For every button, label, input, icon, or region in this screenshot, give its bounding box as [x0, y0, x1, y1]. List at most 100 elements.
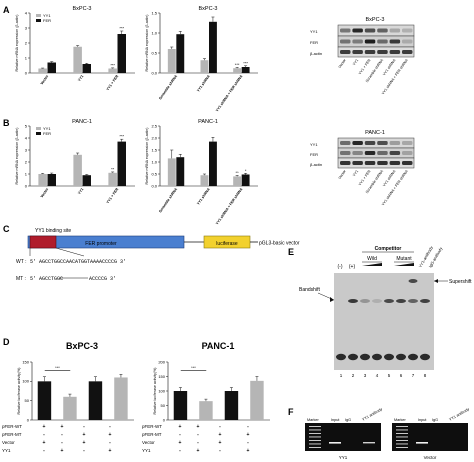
- marker-band: [396, 440, 408, 441]
- bar: [47, 174, 56, 186]
- bar: [167, 158, 176, 186]
- blot-band: [402, 161, 413, 165]
- condition-sign: +: [61, 424, 64, 430]
- blot-band: [340, 161, 351, 165]
- significance-mark: ***: [119, 26, 124, 31]
- marker-band: [309, 443, 321, 445]
- y-tick-label: 0.0: [151, 70, 157, 75]
- bar: [73, 46, 82, 73]
- panel-f-chip: Marker Input IgG YY1 antibody YY1 Marker Inpu…: [305, 407, 470, 460]
- marker-band: [309, 440, 321, 441]
- significance-mark: ***: [235, 62, 240, 67]
- condition-sign: -: [197, 432, 199, 438]
- y-tick-label: 1.5: [151, 10, 157, 15]
- y-tick-label: 1: [25, 171, 28, 176]
- y-tick-label: 0: [163, 417, 166, 422]
- chart-a-bxpc3-knockdown: 0.0 0.5 1.0 1.5 BxPC-3 Relative mRNA expressi…: [145, 6, 258, 113]
- blot-band: [340, 151, 351, 155]
- y-tick-label: 150: [22, 359, 29, 364]
- blot-band: [402, 151, 413, 155]
- chart-d-panc1-luciferase: 0 50 100 150 200 PANC-1 Relative luciferase ac…: [153, 341, 270, 422]
- chip-caption: Vector: [424, 455, 437, 460]
- blot-b-row-yy1: YY1: [310, 142, 318, 147]
- free-probe-band: [420, 353, 430, 361]
- blot-lane-label: YY1 shRNA + FER shRNA: [381, 169, 409, 207]
- blot-a-row-fer: FER: [310, 40, 318, 45]
- condition-sign: -: [83, 448, 85, 454]
- legend-fer: FER: [43, 131, 51, 136]
- mt-sequence-start: 5' AGCCTGGC: [30, 276, 63, 282]
- condition-sign: -: [109, 440, 111, 446]
- bar: [233, 176, 242, 186]
- emsa-lane-number: 1: [340, 373, 343, 378]
- x-tick-label: Scramble shRNA: [158, 187, 178, 214]
- free-probe-band: [348, 353, 358, 361]
- wild-label: Wild: [367, 256, 377, 262]
- marker-band: [396, 447, 408, 448]
- mutant-label: Mutant: [396, 256, 412, 262]
- lane-mark-neg: (-): [338, 264, 343, 270]
- legend-swatch-fer: [36, 132, 41, 135]
- y-tick-label: 1.0: [151, 30, 157, 35]
- legend-fer: FER: [43, 18, 51, 23]
- shift-band: [348, 299, 358, 303]
- vector-label: pGL3-basic vector: [259, 241, 300, 247]
- condition-sign: +: [109, 448, 112, 454]
- shift-band: [372, 299, 382, 303]
- y-tick-label: 1.5: [151, 147, 157, 152]
- chip-lane-label: Marker: [394, 418, 407, 422]
- blot-lane-label: Vector: [338, 58, 348, 69]
- chip-lane-label: IgG: [345, 418, 351, 422]
- y-tick-label: 0: [25, 183, 28, 188]
- x-tick-label: YY1 + FER: [106, 74, 120, 91]
- blot-band: [352, 28, 363, 33]
- free-probe-band: [408, 353, 418, 361]
- blot-band: [364, 141, 376, 145]
- blot-band: [389, 151, 401, 155]
- shift-band: [360, 299, 370, 303]
- competitor-label: Competitor: [375, 246, 402, 252]
- condition-row-label: pFER-WT: [142, 424, 162, 429]
- bar: [199, 401, 213, 420]
- bar: [241, 174, 250, 186]
- chart-title: BxPC-3: [199, 6, 218, 12]
- condition-row-label: YY1: [142, 448, 151, 453]
- bar: [117, 34, 126, 73]
- bar: [176, 34, 185, 73]
- y-tick-label: 2: [25, 159, 28, 164]
- luciferase-label: luciferase: [216, 241, 238, 247]
- condition-sign: -: [61, 432, 63, 438]
- y-tick-label: 0: [25, 70, 28, 75]
- blot-band: [377, 50, 388, 54]
- blot-b-title: PANC-1: [365, 130, 385, 136]
- marker-band: [309, 433, 321, 434]
- bar: [250, 380, 264, 420]
- y-tick-label: 3: [25, 147, 28, 152]
- emsa-lane-number: 4: [376, 373, 379, 378]
- blot-band: [352, 50, 363, 54]
- y-tick-label: 1: [25, 55, 28, 60]
- x-tick-label: YY1 + FER: [106, 187, 120, 204]
- bar: [47, 62, 56, 73]
- blot-band: [340, 39, 351, 44]
- condition-sign: +: [197, 424, 200, 430]
- panel-label-e: E: [288, 247, 294, 257]
- y-axis-label: Relative mRNA expression (β-actin): [145, 15, 149, 72]
- blot-lane-label: YY1 shRNA + FER shRNA: [381, 58, 409, 96]
- y-tick-label: 5: [25, 123, 28, 128]
- legend-yy1: YY1: [43, 13, 51, 18]
- blot-band: [377, 39, 388, 44]
- blot-band: [352, 141, 363, 145]
- blot-band: [364, 50, 376, 54]
- significance-mark: *: [245, 168, 247, 173]
- condition-row-label: pFER-MT: [142, 432, 162, 437]
- chip-lane-label: IgG: [432, 418, 438, 422]
- chart-b-panc1-knockdown: 0.0 0.5 1.0 1.5 2.0 2.5 PANC-1 Relative mRNA ex…: [145, 119, 258, 226]
- significance-mark: **: [236, 170, 240, 175]
- marker-band: [309, 429, 321, 431]
- panel-e-emsa: (-) (+) Competitor Wild Mutant YY1-antib…: [299, 245, 472, 378]
- significance-mark: ***: [110, 62, 115, 67]
- blot-band: [402, 39, 413, 44]
- chip-caption: YY1: [339, 455, 348, 460]
